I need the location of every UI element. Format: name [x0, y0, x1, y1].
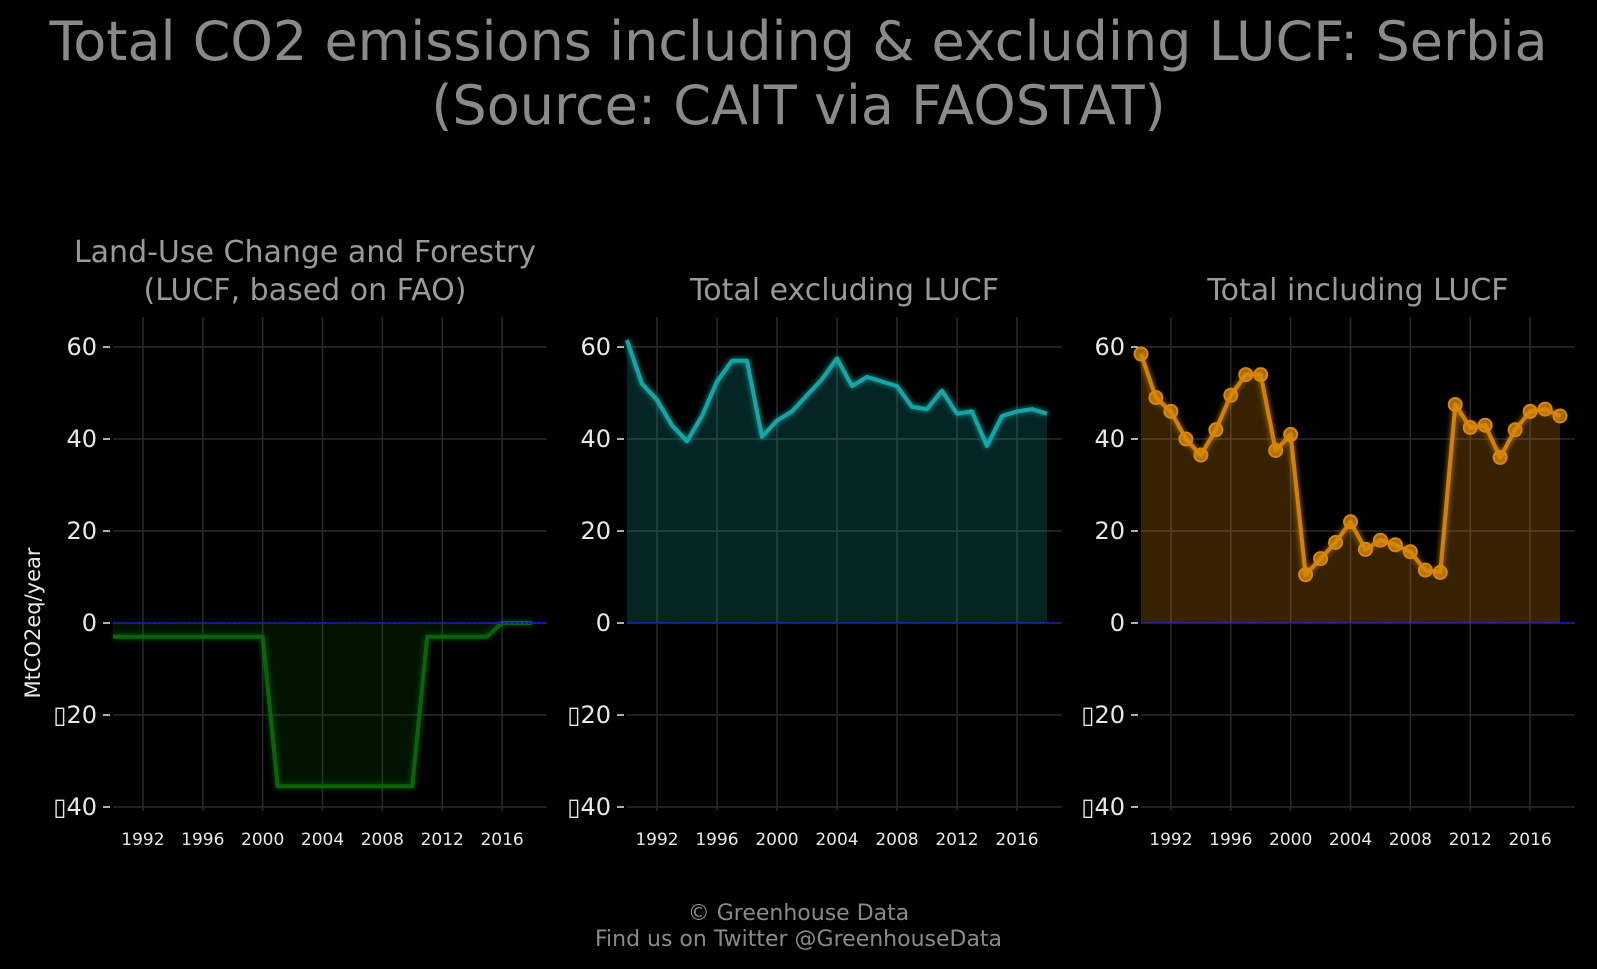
panel-1: Land-Use Change and Forestry(LUCF, based… [21, 235, 547, 850]
panel-2: Total excluding LUCF 60 40 20 0 ▯20 ▯40 1992 199… [567, 273, 1062, 850]
data-point [1343, 514, 1359, 530]
y-tick-label: 0 [82, 609, 97, 637]
data-point [1387, 537, 1403, 553]
y-tick-label: 40 [66, 425, 97, 453]
x-tick-label: 2004 [1329, 830, 1372, 850]
x-tick-label: 2004 [815, 830, 858, 850]
data-point [1552, 408, 1568, 424]
y-tick-label: 60 [1094, 333, 1125, 361]
panel-2-title-line1: Total excluding LUCF [689, 273, 999, 308]
data-point [1462, 420, 1478, 435]
data-point [1328, 535, 1344, 550]
x-tick-label: 2016 [995, 830, 1038, 850]
x-tick-label: 2012 [1449, 830, 1492, 850]
y-tick-label: 0 [596, 609, 611, 637]
y-tick-label: 60 [66, 333, 97, 361]
data-point [1477, 417, 1493, 433]
data-point [1298, 567, 1314, 583]
data-point [1313, 551, 1329, 567]
data-point [1507, 422, 1523, 438]
y-tick-label: ▯40 [567, 793, 611, 821]
data-point [1148, 390, 1164, 406]
data-point [1372, 532, 1388, 548]
data-point [1223, 387, 1239, 403]
footer-copyright: © Greenhouse Data [687, 901, 910, 926]
x-tick-label: 2000 [755, 830, 798, 850]
data-point [1522, 403, 1538, 419]
y-tick-label: 40 [580, 425, 611, 453]
data-point [1208, 422, 1224, 438]
data-point [1193, 447, 1209, 463]
data-point [1492, 449, 1508, 465]
data-point [1283, 426, 1299, 442]
x-tick-label: 2012 [935, 830, 978, 850]
data-point [1402, 544, 1418, 560]
x-tick-label: 1996 [695, 830, 738, 850]
y-tick-label: 20 [1094, 517, 1125, 545]
y-tick-label: 40 [1094, 425, 1125, 453]
x-tick-label: 2016 [1508, 830, 1551, 850]
y-tick-label: ▯20 [567, 701, 611, 729]
y-tick-label: 20 [580, 517, 611, 545]
data-point [1163, 403, 1179, 419]
data-point [1238, 367, 1254, 383]
series-line [625, 339, 1048, 448]
series-line [113, 621, 533, 789]
series-area [627, 340, 1047, 623]
panel-1-title-line2: (LUCF, based on FAO) [144, 273, 467, 308]
y-tick-label: ▯20 [1081, 701, 1125, 729]
y-tick-label: 0 [1110, 609, 1125, 637]
data-point [1432, 564, 1448, 580]
chart-title-line1: Total CO2 emissions including & excludin… [49, 10, 1548, 73]
y-tick-label: 20 [66, 517, 97, 545]
x-tick-label: 2000 [241, 830, 284, 850]
panel-3: Total including LUCF 60 40 20 0 ▯20 ▯40 1992 199… [1081, 273, 1575, 850]
x-tick-label: 2008 [1389, 830, 1432, 850]
data-point [1253, 367, 1269, 383]
series-area [113, 623, 533, 787]
panel-1-title-line1: Land-Use Change and Forestry [74, 235, 536, 270]
x-tick-label: 2016 [480, 830, 523, 850]
x-tick-label: 2000 [1269, 830, 1312, 850]
y-tick-label: 60 [580, 333, 611, 361]
x-tick-label: 1992 [635, 830, 678, 850]
y-tick-label: ▯20 [53, 701, 97, 729]
y-tick-label: ▯40 [1081, 793, 1125, 821]
x-tick-label: 2012 [421, 830, 464, 850]
data-point [1417, 562, 1433, 578]
y-tick-label: ▯40 [53, 793, 97, 821]
data-point [1268, 443, 1284, 458]
data-point [1178, 431, 1194, 447]
data-point [1447, 397, 1463, 412]
x-tick-label: 2008 [361, 830, 404, 850]
data-point [1537, 401, 1553, 417]
data-point [1133, 346, 1149, 362]
y-axis-label: MtCO2eq/year [21, 547, 45, 698]
data-point [1357, 541, 1373, 557]
x-tick-label: 2008 [875, 830, 918, 850]
footer-twitter: Find us on Twitter @GreenhouseData [594, 927, 1003, 952]
x-tick-label: 1992 [121, 830, 164, 850]
x-tick-label: 1996 [1209, 830, 1252, 850]
chart-title-line2: (Source: CAIT via FAOSTAT) [431, 74, 1166, 137]
x-tick-label: 2004 [301, 830, 344, 850]
panel-3-title-line1: Total including LUCF [1206, 273, 1508, 308]
x-tick-label: 1996 [181, 830, 224, 850]
x-tick-label: 1992 [1149, 830, 1192, 850]
